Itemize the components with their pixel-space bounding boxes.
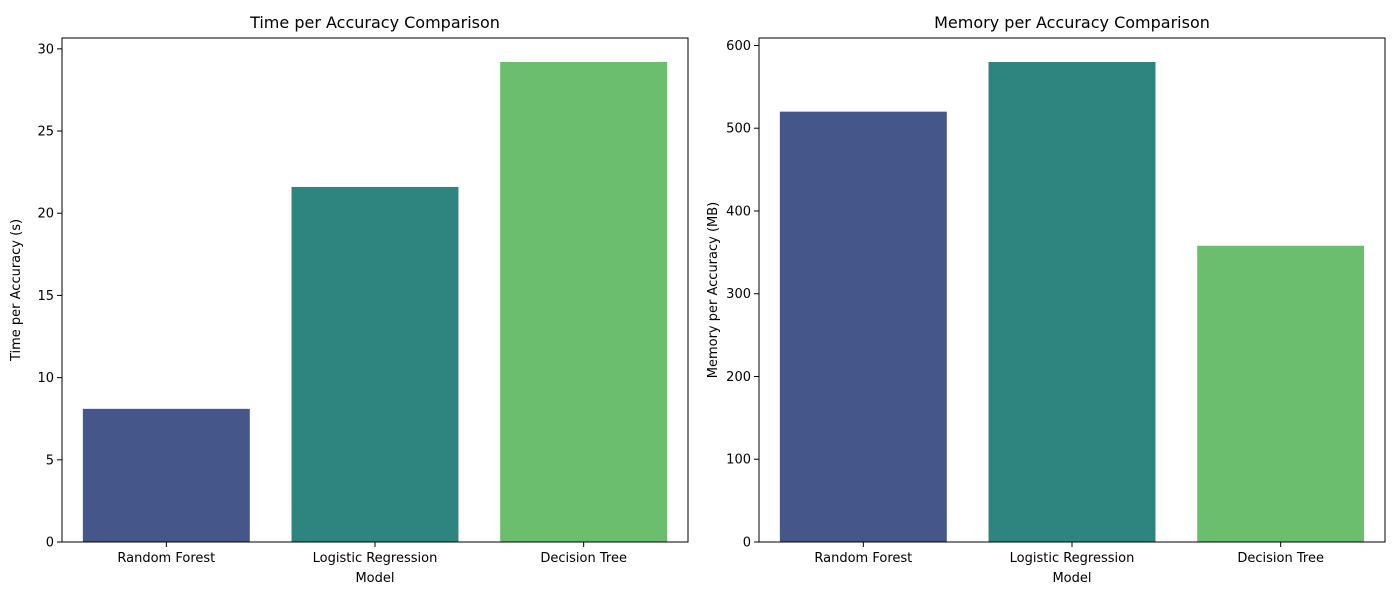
bar-logistic-regression bbox=[988, 62, 1156, 542]
bar-random-forest bbox=[779, 111, 947, 542]
y-tick-label: 300 bbox=[726, 287, 751, 302]
y-tick-label: 20 bbox=[37, 207, 54, 222]
x-tick-label: Random Forest bbox=[814, 551, 912, 566]
y-tick-label: 0 bbox=[743, 536, 751, 551]
x-tick-label: Logistic Regression bbox=[313, 551, 438, 566]
chart-title: Time per Accuracy Comparison bbox=[249, 13, 500, 32]
bar-decision-tree bbox=[500, 62, 668, 542]
y-tick-label: 200 bbox=[726, 370, 751, 385]
bar-logistic-regression bbox=[291, 186, 459, 542]
y-tick-label: 15 bbox=[37, 289, 54, 304]
y-tick-label: 10 bbox=[37, 371, 54, 386]
memory-per-accuracy-chart: 0 100 200 300 400 500 600 Random Forest Logistic… bbox=[706, 13, 1386, 586]
bar-random-forest bbox=[82, 408, 250, 542]
y-axis-label: Time per Accuracy (s) bbox=[9, 219, 24, 362]
bar-decision-tree bbox=[1197, 245, 1365, 543]
y-tick-label: 400 bbox=[726, 204, 751, 219]
y-tick-label: 100 bbox=[726, 453, 751, 468]
y-tick-label: 500 bbox=[726, 122, 751, 137]
x-tick-label: Random Forest bbox=[117, 551, 215, 566]
y-tick-label: 30 bbox=[37, 42, 54, 57]
y-tick-label: 600 bbox=[726, 39, 751, 54]
x-axis-label: Model bbox=[355, 571, 394, 586]
y-tick-label: 5 bbox=[46, 453, 54, 468]
y-axis-label: Memory per Accuracy (MB) bbox=[706, 202, 721, 379]
y-tick-label: 0 bbox=[46, 536, 54, 551]
x-axis-label: Model bbox=[1052, 571, 1091, 586]
x-tick-label: Logistic Regression bbox=[1010, 551, 1135, 566]
x-tick-label: Decision Tree bbox=[1237, 551, 1324, 566]
x-tick-label: Decision Tree bbox=[540, 551, 627, 566]
time-per-accuracy-chart: 0 5 10 15 20 25 30 Random Forest Logistic Regres… bbox=[9, 13, 689, 586]
chart-title: Memory per Accuracy Comparison bbox=[934, 13, 1210, 32]
y-tick-label: 25 bbox=[37, 125, 54, 140]
